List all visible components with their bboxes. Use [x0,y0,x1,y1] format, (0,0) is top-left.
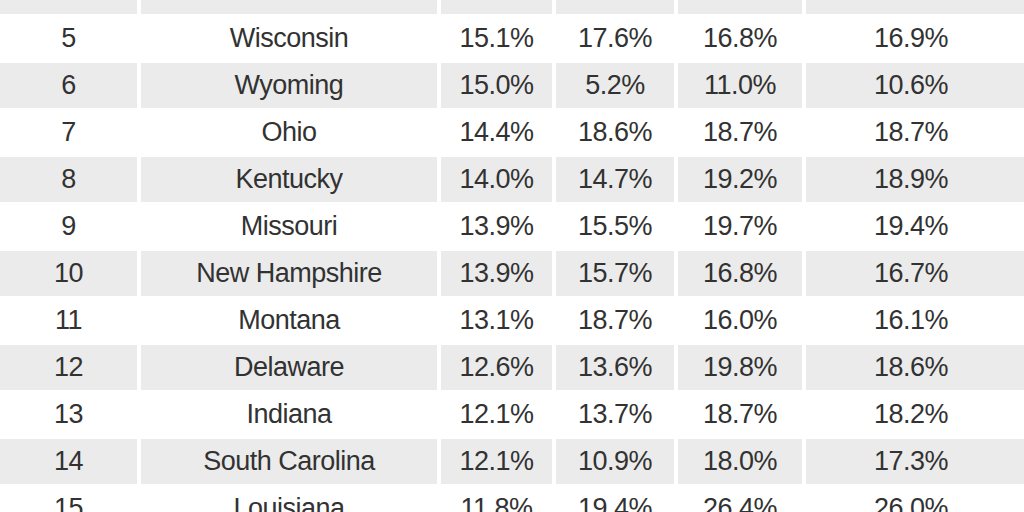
rank-cell [0,0,137,14]
state-cell: Wisconsin [141,16,437,61]
value-cell: 18.9% [806,157,1024,202]
value-cell: 13.6% [556,345,674,390]
table-row-partial [0,0,1024,14]
table-row: 6 Wyoming 15.0% 5.2% 11.0% 10.6% [0,63,1024,108]
rank-cell: 8 [0,157,137,202]
value-cell: 19.4% [556,486,674,512]
value-cell: 18.7% [556,298,674,343]
table-row: 12 Delaware 12.6% 13.6% 19.8% 18.6% [0,345,1024,390]
rank-cell: 6 [0,63,137,108]
state-cell: Ohio [141,110,437,155]
rank-cell: 14 [0,439,137,484]
state-cell: South Carolina [141,439,437,484]
value-cell [441,0,552,14]
state-cell [141,0,437,14]
table-row: 15 Louisiana 11.8% 19.4% 26.4% 26.0% [0,486,1024,512]
value-cell: 26.0% [806,486,1024,512]
value-cell: 10.6% [806,63,1024,108]
value-cell: 10.9% [556,439,674,484]
rank-cell: 5 [0,16,137,61]
value-cell: 16.9% [806,16,1024,61]
table-row: 9 Missouri 13.9% 15.5% 19.7% 19.4% [0,204,1024,249]
state-cell: Kentucky [141,157,437,202]
value-cell: 17.6% [556,16,674,61]
value-cell: 13.9% [441,251,552,296]
value-cell: 13.9% [441,204,552,249]
state-cell: Indiana [141,392,437,437]
state-cell: Delaware [141,345,437,390]
value-cell: 19.4% [806,204,1024,249]
state-cell: Wyoming [141,63,437,108]
value-cell [556,0,674,14]
rank-cell: 11 [0,298,137,343]
rank-cell: 9 [0,204,137,249]
value-cell: 16.0% [678,298,802,343]
value-cell: 11.8% [441,486,552,512]
value-cell [678,0,802,14]
value-cell: 18.6% [806,345,1024,390]
rank-cell: 12 [0,345,137,390]
value-cell: 15.5% [556,204,674,249]
value-cell: 14.4% [441,110,552,155]
rank-cell: 10 [0,251,137,296]
state-cell: New Hampshire [141,251,437,296]
state-cell: Louisiana [141,486,437,512]
table-row: 13 Indiana 12.1% 13.7% 18.7% 18.2% [0,392,1024,437]
value-cell: 18.2% [806,392,1024,437]
value-cell: 15.7% [556,251,674,296]
value-cell: 19.8% [678,345,802,390]
value-cell: 19.2% [678,157,802,202]
value-cell [806,0,1024,14]
value-cell: 14.7% [556,157,674,202]
value-cell: 18.7% [678,110,802,155]
value-cell: 16.1% [806,298,1024,343]
states-ranking-table: 5 Wisconsin 15.1% 17.6% 16.8% 16.9% 6 Wy… [0,0,1024,512]
value-cell: 18.6% [556,110,674,155]
value-cell: 13.7% [556,392,674,437]
value-cell: 14.0% [441,157,552,202]
table-row: 14 South Carolina 12.1% 10.9% 18.0% 17.3… [0,439,1024,484]
value-cell: 15.1% [441,16,552,61]
value-cell: 12.6% [441,345,552,390]
table-row: 7 Ohio 14.4% 18.6% 18.7% 18.7% [0,110,1024,155]
value-cell: 16.8% [678,16,802,61]
value-cell: 17.3% [806,439,1024,484]
value-cell: 15.0% [441,63,552,108]
state-cell: Missouri [141,204,437,249]
rank-cell: 13 [0,392,137,437]
value-cell: 19.7% [678,204,802,249]
table-row: 5 Wisconsin 15.1% 17.6% 16.8% 16.9% [0,16,1024,61]
value-cell: 16.8% [678,251,802,296]
value-cell: 12.1% [441,392,552,437]
value-cell: 16.7% [806,251,1024,296]
table-row: 11 Montana 13.1% 18.7% 16.0% 16.1% [0,298,1024,343]
value-cell: 18.0% [678,439,802,484]
value-cell: 12.1% [441,439,552,484]
state-cell: Montana [141,298,437,343]
table-row: 10 New Hampshire 13.9% 15.7% 16.8% 16.7% [0,251,1024,296]
value-cell: 18.7% [806,110,1024,155]
value-cell: 13.1% [441,298,552,343]
value-cell: 26.4% [678,486,802,512]
value-cell: 18.7% [678,392,802,437]
table-row: 8 Kentucky 14.0% 14.7% 19.2% 18.9% [0,157,1024,202]
rank-cell: 15 [0,486,137,512]
rank-cell: 7 [0,110,137,155]
value-cell: 5.2% [556,63,674,108]
value-cell: 11.0% [678,63,802,108]
